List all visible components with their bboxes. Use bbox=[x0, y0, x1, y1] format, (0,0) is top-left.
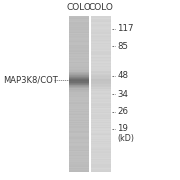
Text: COLO: COLO bbox=[66, 3, 91, 12]
Text: 85: 85 bbox=[118, 42, 129, 51]
Text: 19: 19 bbox=[118, 124, 128, 133]
Text: 117: 117 bbox=[118, 24, 134, 33]
Text: MAP3K8/COT: MAP3K8/COT bbox=[3, 76, 58, 85]
Text: 26: 26 bbox=[118, 107, 129, 116]
Text: COLO: COLO bbox=[89, 3, 114, 12]
Text: 48: 48 bbox=[118, 71, 129, 80]
Text: (kD): (kD) bbox=[118, 134, 134, 143]
Text: 34: 34 bbox=[118, 90, 129, 99]
